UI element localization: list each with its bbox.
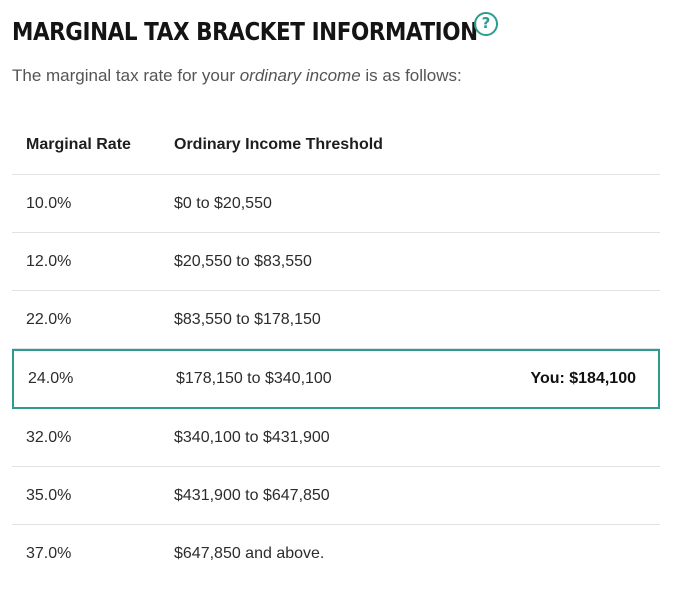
table-row: 22.0% $83,550 to $178,150 [12,291,660,349]
table-row-current-bracket: 24.0% $178,150 to $340,100 You: $184,100 [12,349,660,409]
header: MARGINAL TAX BRACKET INFORMATION [12,14,553,50]
table-row: 10.0% $0 to $20,550 [12,175,660,233]
rate-cell: 32.0% [26,428,72,446]
header-income-threshold: Ordinary Income Threshold [174,136,383,153]
threshold-cell: $0 to $20,550 [174,194,272,212]
header-marginal-rate: Marginal Rate [26,136,131,153]
subtitle: The marginal tax rate for your ordinary … [12,66,462,86]
subtitle-emphasis: ordinary income [239,66,361,85]
subtitle-suffix: is as follows: [360,66,462,85]
table-row: 37.0% $647,850 and above. [12,525,660,583]
tax-bracket-table: Marginal Rate Ordinary Income Threshold … [12,116,660,583]
threshold-cell: $340,100 to $431,900 [174,428,330,446]
rate-cell: 22.0% [26,310,72,328]
threshold-cell: $83,550 to $178,150 [174,310,321,328]
table-row: 12.0% $20,550 to $83,550 [12,233,660,291]
rate-cell: 37.0% [26,545,72,562]
rate-cell: 24.0% [28,370,74,387]
table-row: 32.0% $340,100 to $431,900 [12,409,660,467]
help-icon[interactable]: ? [474,12,498,36]
threshold-cell: $178,150 to $340,100 [176,370,332,387]
page-title: MARGINAL TAX BRACKET INFORMATION [12,17,478,46]
rate-cell: 10.0% [26,194,72,212]
threshold-cell: $647,850 and above. [174,545,325,562]
table-header: Marginal Rate Ordinary Income Threshold [12,116,660,175]
threshold-cell: $20,550 to $83,550 [174,252,312,270]
rate-cell: 12.0% [26,252,72,270]
subtitle-prefix: The marginal tax rate for your [12,66,240,85]
table-row: 35.0% $431,900 to $647,850 [12,467,660,525]
rate-cell: 35.0% [26,486,72,504]
threshold-cell: $431,900 to $647,850 [174,486,330,504]
your-income-badge: You: $184,100 [530,370,636,387]
